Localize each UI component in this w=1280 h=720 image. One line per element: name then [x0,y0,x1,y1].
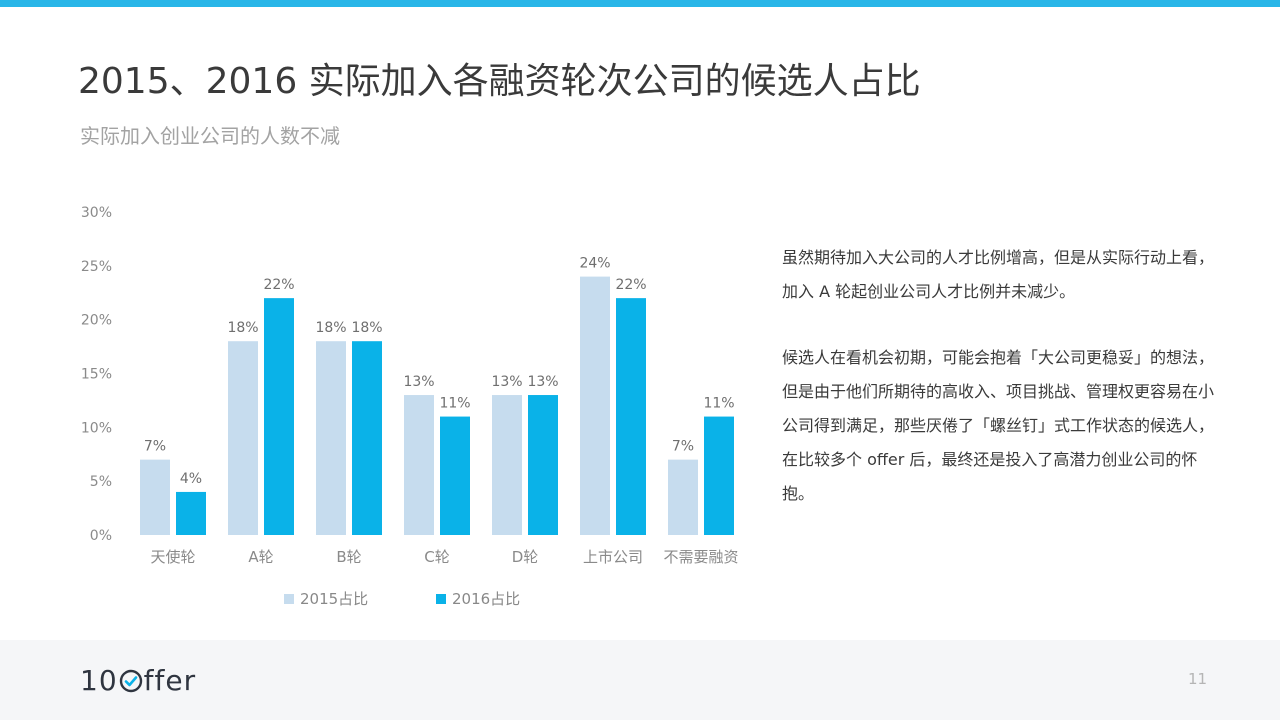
legend-item-2015: 2015占比 [284,588,368,609]
x-category-label: 天使轮 [150,548,195,566]
logo-text-right: ffer [143,664,197,697]
legend-item-2016: 2016占比 [436,588,520,609]
bar-value-label: 11% [439,396,470,412]
bar [404,395,434,535]
top-accent-bar [0,0,1280,7]
x-category-label: D轮 [512,548,539,566]
bar [616,298,646,535]
legend-swatch-2016 [436,593,446,604]
bar [228,341,258,535]
x-category-label: B轮 [336,548,361,566]
bar-value-label: 24% [579,256,610,272]
bar [580,276,610,535]
bar-value-label: 22% [263,277,294,293]
bar [264,298,294,535]
bar [704,416,734,535]
bar [352,341,382,535]
bar [440,416,470,535]
bar-value-label: 13% [491,374,522,390]
bar-value-label: 7% [144,439,166,455]
bar-value-label: 22% [615,277,646,293]
bar [492,395,522,535]
bar [140,459,170,535]
description-paragraph-1: 虽然期待加入大公司的人才比例增高，但是从实际行动上看，加入 A 轮起创业公司人才… [782,241,1222,309]
y-tick-label: 0% [90,528,112,544]
logo-text-left: 10 [80,664,118,697]
footer [0,640,1280,720]
x-category-label: 不需要融资 [663,548,738,566]
x-category-label: C轮 [424,548,449,566]
legend-swatch-2015 [284,593,294,604]
bar-value-label: 18% [227,320,258,336]
page-number: 11 [1188,670,1208,688]
bar-value-label: 13% [403,374,434,390]
bar-value-label: 18% [351,320,382,336]
page-subtitle: 实际加入创业公司的人数不减 [80,124,340,148]
description-text-1: 虽然期待加入大公司的人才比例增高，但是从实际行动上看，加入 A 轮起创业公司人才… [782,248,1215,301]
bar [668,459,698,535]
description-text-2: 候选人在看机会初期，可能会抱着「大公司更稳妥」的想法，但是由于他们所期待的高收入… [782,348,1215,503]
y-tick-label: 25% [81,259,112,275]
bar-value-label: 7% [672,439,694,455]
y-tick-label: 15% [81,367,112,383]
y-tick-label: 20% [81,313,112,329]
bar [528,395,558,535]
y-tick-label: 10% [81,420,112,436]
bar-value-label: 4% [180,471,202,487]
check-circle-icon [119,669,142,692]
legend-label-2015: 2015占比 [300,590,369,608]
y-tick-label: 30% [81,205,112,221]
bar-value-label: 13% [527,374,558,390]
bar-value-label: 11% [703,396,734,412]
bar-chart: 0% 5% 10% 15% 20% 25% 30% 7% 4% 天使轮 18% 22% A轮 18% 18%… [81,205,739,566]
description-paragraph-2: 候选人在看机会初期，可能会抱着「大公司更稳妥」的想法，但是由于他们所期待的高收入… [782,341,1222,511]
y-tick-label: 5% [90,474,112,490]
x-category-label: A轮 [248,548,273,566]
bar [316,341,346,535]
logo: 10 ffer [80,664,196,697]
page-title: 2015、2016 实际加入各融资轮次公司的候选人占比 [78,61,921,102]
bar [176,491,206,535]
legend-label-2016: 2016占比 [452,590,521,608]
x-category-label: 上市公司 [583,548,643,566]
bar-value-label: 18% [315,320,346,336]
